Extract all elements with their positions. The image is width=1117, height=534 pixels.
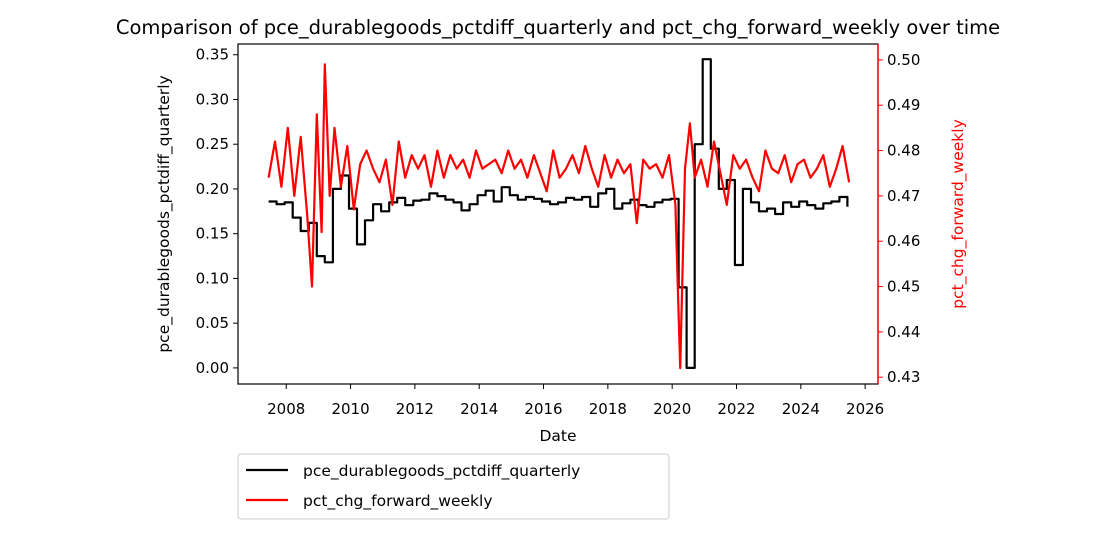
y-right-tick-label: 0.48 <box>887 142 920 160</box>
legend-label-pct: pct_chg_forward_weekly <box>303 492 493 511</box>
x-tick-label: 2014 <box>460 400 498 418</box>
y-axis-left-title: pce_durablegoods_pctdiff_quarterly <box>155 75 174 352</box>
legend-label-pce: pce_durablegoods_pctdiff_quarterly <box>303 462 580 481</box>
x-tick-label: 2018 <box>589 400 627 418</box>
y-right-tick-label: 0.44 <box>887 323 920 341</box>
plot-area <box>267 58 851 370</box>
y-left-tick-label: 0.25 <box>196 135 229 153</box>
x-tick-label: 2012 <box>396 400 434 418</box>
y-left-tick-label: 0.00 <box>196 359 229 377</box>
y-left-tick-label: 0.05 <box>196 314 229 332</box>
y-right-tick-label: 0.46 <box>887 232 920 250</box>
y-left-tick-label: 0.20 <box>196 180 229 198</box>
y-right-tick-label: 0.49 <box>887 96 920 114</box>
y-right-tick-label: 0.43 <box>887 368 920 386</box>
y-right-tick-label: 0.47 <box>887 187 920 205</box>
x-axis: 2008 2010 2012 2014 2016 2018 2020 2022 2024 2026 <box>267 384 884 418</box>
y-left-tick-label: 0.10 <box>196 269 229 287</box>
legend-box <box>237 453 670 520</box>
y-right-tick-label: 0.50 <box>887 51 920 69</box>
y-right-tick-label: 0.45 <box>887 278 920 296</box>
y-axis-right-title: pct_chg_forward_weekly <box>949 119 968 309</box>
x-axis-title: Date <box>539 427 576 445</box>
y-left-tick-label: 0.15 <box>196 225 229 243</box>
x-tick-label: 2010 <box>331 400 369 418</box>
y-left-tick-label: 0.35 <box>196 46 229 64</box>
x-tick-label: 2022 <box>717 400 755 418</box>
series-line-pce-durablegoods <box>268 58 849 369</box>
chart-title: Comparison of pce_durablegoods_pctdiff_q… <box>116 16 1000 39</box>
x-tick-label: 2024 <box>782 400 820 418</box>
x-tick-label: 2020 <box>653 400 691 418</box>
y-axis-right: 0.43 0.44 0.45 0.46 0.47 0.48 0.49 0.50 <box>877 44 920 386</box>
x-tick-label: 2008 <box>267 400 305 418</box>
y-axis-left: 0.00 0.05 0.10 0.15 0.20 0.25 0.30 0.35 <box>196 46 238 377</box>
x-tick-label: 2026 <box>846 400 884 418</box>
series-line-pct-chg-forward <box>267 63 851 370</box>
y-left-tick-label: 0.30 <box>196 90 229 108</box>
legend: pce_durablegoods_pctdiff_quarterly pct_c… <box>237 453 670 520</box>
x-tick-label: 2016 <box>524 400 562 418</box>
